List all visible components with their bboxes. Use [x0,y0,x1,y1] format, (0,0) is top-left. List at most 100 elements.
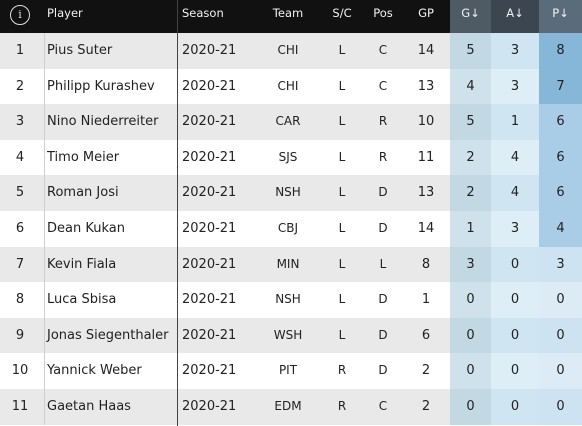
shoots-cell: L [338,185,346,200]
position-cell: D [378,185,388,200]
player-cell: Dean Kukan [47,221,125,236]
column-header-player[interactable]: Player [47,6,83,20]
team-cell: CAR [275,114,301,129]
shoots-cell: L [338,43,346,57]
table-row[interactable]: 3 Nino Niederreiter 2020-21 CAR L R 10 5 1 6 [0,104,582,140]
rank-divider [44,389,45,425]
player-cell: Pius Suter [47,43,113,58]
points-cell: 0 [539,389,582,425]
season-cell: 2020-21 [182,149,237,165]
shoots-cell: L [338,256,346,271]
points-cell: 4 [539,211,582,247]
table-row[interactable]: 10 Yannick Weber 2020-21 PIT R D 2 0 0 0 [0,353,582,389]
season-cell: 2020-21 [182,185,237,201]
games-played-cell: 1 [421,292,431,308]
games-played-cell: 2 [421,363,431,379]
assists-cell: 0 [491,353,539,389]
column-header-goals[interactable]: G↓ [461,6,480,20]
rank-cell: 1 [15,43,25,58]
column-header-pos[interactable]: Pos [373,6,393,20]
assists-cell: 3 [491,68,539,105]
season-cell: 2020-21 [182,78,237,94]
assists-cell: 0 [491,282,539,318]
team-cell: NSH [275,185,301,200]
goals-cell: 5 [450,33,491,69]
rank-cell: 3 [15,114,25,130]
rank-divider [44,139,45,176]
player-cell: Luca Sbisa [47,292,117,308]
season-cell: 2020-21 [182,399,237,414]
table-row[interactable]: 1 Pius Suter 2020-21 CHI L C 14 5 3 8 [0,33,582,69]
table-row[interactable]: 7 Kevin Fiala 2020-21 MIN L L 8 3 0 3 [0,246,582,283]
position-cell: D [378,327,388,342]
column-header-points[interactable]: P↓ [552,6,569,20]
season-cell: 2020-21 [182,114,237,130]
goals-cell: 0 [450,317,491,354]
position-cell: D [378,363,388,378]
rank-cell: 10 [11,363,29,379]
rank-divider [44,68,45,105]
position-cell: L [379,256,387,271]
column-header-sc[interactable]: S/C [332,6,352,20]
team-cell: PIT [278,363,298,378]
column-header-gp[interactable]: GP [418,6,434,20]
shoots-cell: L [338,114,346,129]
goals-cell: 1 [450,211,491,247]
goals-cell: 0 [450,282,491,318]
assists-header-shade [491,0,539,33]
position-cell: D [378,221,388,235]
games-played-cell: 13 [417,78,435,94]
assists-cell: 0 [491,246,539,283]
goals-cell: 2 [450,139,491,176]
assists-cell: 0 [491,389,539,425]
position-cell: R [378,114,388,129]
team-cell: EDM [274,399,302,413]
team-cell: CBJ [277,221,299,235]
table-row[interactable]: 6 Dean Kukan 2020-21 CBJ L D 14 1 3 4 [0,211,582,247]
games-played-cell: 8 [421,256,431,272]
table-header: i Player Season Team S/C Pos GP G↓ A↓ P↓ [0,0,582,33]
points-cell: 6 [539,175,582,211]
shoots-cell: L [338,78,346,93]
player-cell: Jonas Siegenthaler [47,327,169,343]
table-row[interactable]: 2 Philipp Kurashev 2020-21 CHI L C 13 4 3 7 [0,68,582,105]
table-row[interactable]: 4 Timo Meier 2020-21 SJS L R 11 2 4 6 [0,139,582,176]
column-header-season[interactable]: Season [182,6,224,20]
points-cell: 7 [539,68,582,105]
shoots-cell: L [338,149,346,164]
table-row[interactable]: 11 Gaetan Haas 2020-21 EDM R C 2 0 0 0 [0,389,582,425]
table-row[interactable]: 9 Jonas Siegenthaler 2020-21 WSH L D 6 0 0 0 [0,317,582,354]
rank-cell: 8 [15,292,25,308]
column-header-team[interactable]: Team [272,6,304,20]
table-row[interactable]: 8 Luca Sbisa 2020-21 NSH L D 1 0 0 0 [0,282,582,318]
games-played-cell: 10 [417,114,435,130]
team-cell: NSH [275,292,301,307]
points-cell: 0 [539,353,582,389]
team-cell: MIN [276,256,300,271]
column-header-assists[interactable]: A↓ [506,6,524,20]
season-cell: 2020-21 [182,292,237,308]
info-icon[interactable]: i [10,5,30,25]
table-row[interactable]: 5 Roman Josi 2020-21 NSH L D 13 2 4 6 [0,175,582,211]
team-cell: WSH [273,327,303,342]
rank-divider [44,282,45,318]
points-cell: 6 [539,139,582,176]
rank-divider [44,353,45,389]
team-cell: CHI [277,78,299,93]
player-cell: Roman Josi [47,185,119,201]
season-cell: 2020-21 [182,221,237,236]
rank-divider [44,211,45,247]
rank-cell: 11 [11,399,29,414]
assists-cell: 4 [491,139,539,176]
rank-divider [44,33,45,69]
goals-header-shade [450,0,491,33]
goals-cell: 0 [450,389,491,425]
player-cell: Nino Niederreiter [47,114,159,130]
shoots-cell: R [337,363,347,378]
points-cell: 3 [539,246,582,283]
frozen-column-divider [177,0,178,426]
shoots-cell: L [338,221,346,235]
games-played-cell: 2 [421,399,431,414]
games-played-cell: 14 [417,43,435,58]
